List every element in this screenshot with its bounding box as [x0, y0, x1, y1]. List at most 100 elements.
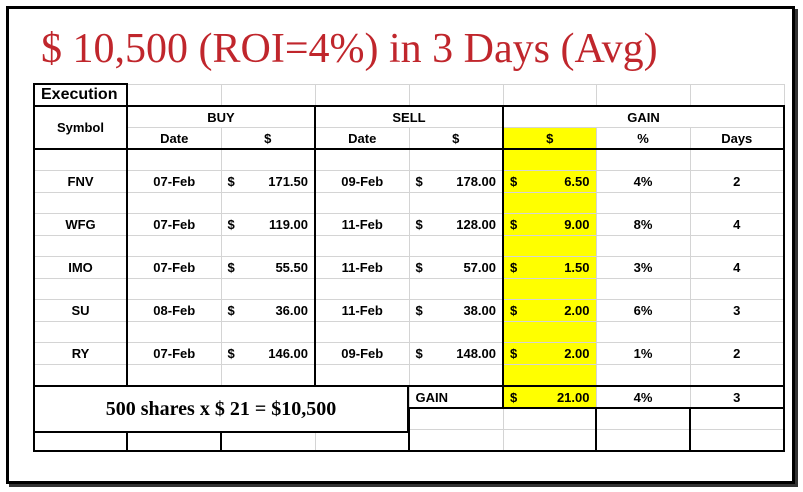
symbol-cell: IMO [33, 256, 128, 279]
buy-header: BUY [126, 105, 316, 128]
sell-date-cell: 09-Feb [314, 342, 410, 365]
currency-symbol: $ [415, 174, 423, 189]
buy-price-cell: $146.00 [220, 342, 316, 365]
empty-cell [502, 192, 597, 214]
empty-cell [220, 192, 316, 214]
sell-date-cell: 11-Feb [314, 256, 410, 279]
execution-table: Execution Symbol BUY SELL GAIN Date $ Da… [33, 83, 785, 452]
currency-symbol: $ [415, 346, 423, 361]
empty-cell [689, 278, 785, 300]
empty-cell [33, 321, 128, 343]
sell-price-cell-wrap: $178.00 [416, 174, 497, 189]
currency-symbol: $ [415, 303, 423, 318]
empty-cell [33, 148, 128, 171]
buy-price-cell-value: 171.50 [268, 174, 308, 189]
empty-cell [408, 148, 504, 171]
table-row: FNV 07-Feb $171.50 09-Feb $178.00 $6.50 4% 2 [33, 170, 785, 193]
empty-cell [689, 364, 785, 387]
sell-date-cell: 11-Feb [314, 299, 410, 322]
empty-cell [126, 235, 222, 257]
currency-symbol: $ [227, 346, 235, 361]
buy-price-cell-wrap: $171.50 [228, 174, 309, 189]
empty-cell [502, 148, 597, 171]
execution-sheet: Execution Symbol BUY SELL GAIN Date $ Da… [33, 83, 785, 458]
empty-cell [33, 364, 128, 387]
gain-dollar-cell: $2.00 [502, 299, 597, 322]
gain-dollar-cell-wrap: $1.50 [510, 260, 590, 275]
sell-price-cell-value: 57.00 [463, 260, 496, 275]
symbol-cell: WFG [33, 213, 128, 236]
sell-price-cell: $178.00 [408, 170, 504, 193]
empty-cell [126, 148, 222, 171]
empty-cell [595, 148, 691, 171]
empty-cell [126, 364, 222, 387]
spacer-row [33, 278, 785, 300]
gain-dollar-cell-value: 1.50 [564, 260, 590, 275]
title-row: Execution [33, 83, 785, 107]
spacer-row [33, 364, 785, 387]
buy-date-cell: 08-Feb [126, 299, 222, 322]
currency-symbol: $ [510, 346, 518, 361]
buy-price-cell-wrap: $55.50 [228, 260, 309, 275]
gain-pct-cell: 1% [595, 342, 691, 365]
gain-dollar-cell: $1.50 [502, 256, 597, 279]
spacer-row [33, 148, 785, 171]
total-days-cell: 3 [689, 385, 785, 409]
slide-frame: $ 10,500 (ROI=4%) in 3 Days (Avg) Execut… [6, 6, 795, 484]
total-gain-cell: $21.00 [502, 385, 597, 409]
empty-cell [595, 321, 691, 343]
gain-dollar-cell-value: 6.50 [564, 174, 590, 189]
sell-price-cell: $57.00 [408, 256, 504, 279]
gain-header: GAIN [502, 105, 785, 128]
empty-cell [408, 235, 504, 257]
sell-price-cell-wrap: $148.00 [416, 346, 497, 361]
spacer-row [33, 235, 785, 257]
empty-cell [126, 192, 222, 214]
empty-cell [33, 235, 128, 257]
gain-days-cell: 4 [689, 213, 785, 236]
empty-cell [314, 364, 410, 387]
buy-price-cell-value: 119.00 [268, 217, 308, 232]
buy-price-cell: $36.00 [220, 299, 316, 322]
currency-symbol: $ [510, 303, 518, 318]
gain-pct-cell: 6% [595, 299, 691, 322]
gain-days-cell: 4 [689, 256, 785, 279]
buy-price-cell: $119.00 [220, 213, 316, 236]
buy-price-cell-value: 36.00 [275, 303, 308, 318]
sell-price-cell: $148.00 [408, 342, 504, 365]
gain-dollar-cell-value: 2.00 [564, 346, 590, 361]
empty-cell [502, 407, 597, 430]
shares-note: 500 shares x $ 21 = $10,500 [33, 385, 409, 433]
empty-cell [502, 429, 597, 452]
sell-price-cell-wrap: $128.00 [416, 217, 497, 232]
symbol-cell: SU [33, 299, 128, 322]
buy-date-cell: 07-Feb [126, 342, 222, 365]
gain-days-cell: 2 [689, 342, 785, 365]
empty-cell [220, 364, 316, 387]
currency-symbol: $ [227, 303, 235, 318]
total-label: GAIN [408, 385, 504, 409]
gain-pct-cell: 4% [595, 170, 691, 193]
empty-cell [689, 407, 785, 430]
currency-symbol: $ [415, 217, 423, 232]
currency-symbol: $ [510, 174, 518, 189]
empty-cell [126, 321, 222, 343]
currency-symbol: $ [415, 260, 423, 275]
buy-date-cell: 07-Feb [126, 170, 222, 193]
empty-cell [502, 364, 597, 387]
table-row: IMO 07-Feb $55.50 11-Feb $57.00 $1.50 3% 4 [33, 256, 785, 279]
buy-price-cell-value: 55.50 [275, 260, 308, 275]
empty-cell [314, 321, 410, 343]
buy-price-cell: $55.50 [220, 256, 316, 279]
symbol-header: Symbol [33, 105, 128, 150]
gain-dollar-cell-wrap: $2.00 [510, 346, 590, 361]
headline: $ 10,500 (ROI=4%) in 3 Days (Avg) [41, 26, 658, 72]
gain-dollar-cell-value: 2.00 [564, 303, 590, 318]
empty-cell [314, 278, 410, 300]
sell-price-cell-value: 128.00 [456, 217, 496, 232]
empty-cell [314, 192, 410, 214]
buy-price-cell: $171.50 [220, 170, 316, 193]
gain-dollar-cell-value: 9.00 [564, 217, 590, 232]
sell-price-cell: $38.00 [408, 299, 504, 322]
empty-cell [502, 321, 597, 343]
